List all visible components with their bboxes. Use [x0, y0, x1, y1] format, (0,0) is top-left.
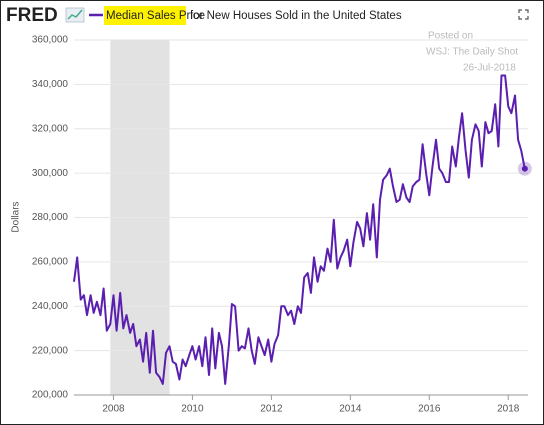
x-tick-label: 2010: [181, 404, 204, 415]
expand-icon[interactable]: [518, 9, 529, 20]
y-tick-label: 320,000: [32, 123, 69, 134]
x-tick-label: 2012: [260, 404, 283, 415]
x-tick-label: 2014: [339, 404, 362, 415]
y-tick-label: 240,000: [32, 301, 69, 312]
legend-label: Median Sales Price: [106, 10, 205, 22]
y-tick-label: 340,000: [32, 79, 69, 90]
y-axis-label: Dollars: [11, 201, 22, 232]
annotation: Posted on: [428, 31, 473, 42]
annotation: 26-Jul-2018: [463, 63, 516, 74]
y-tick-label: 220,000: [32, 345, 69, 356]
annotation: WSJ: The Daily Shot: [426, 47, 518, 58]
y-tick-label: 300,000: [32, 168, 69, 179]
y-tick-label: 360,000: [32, 35, 69, 46]
x-tick-label: 2018: [497, 404, 520, 415]
y-tick-label: 280,000: [32, 212, 69, 223]
logo-icon: [65, 7, 85, 23]
last-point: [521, 165, 528, 172]
highlight: [104, 6, 186, 25]
y-tick-label: 200,000: [32, 390, 69, 401]
x-tick-label: 2008: [102, 404, 125, 415]
y-tick-label: 260,000: [32, 257, 69, 268]
chart-title: for New Houses Sold in the United States: [190, 10, 402, 22]
series-line: [73, 74, 526, 385]
logo: FRED: [6, 5, 58, 26]
x-tick-label: 2016: [418, 404, 441, 415]
